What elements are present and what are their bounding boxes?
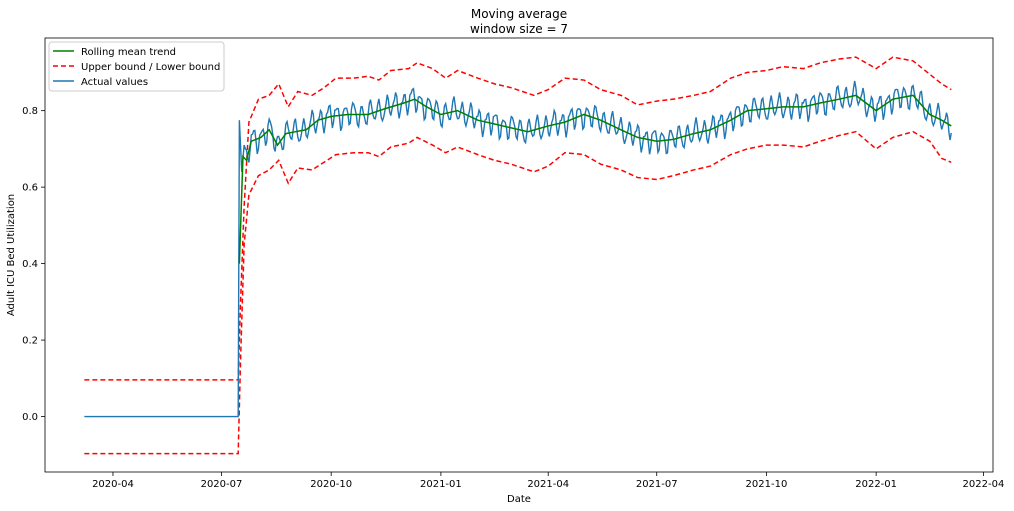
y-tick-label: 0.0 <box>22 412 38 423</box>
legend-box <box>48 41 225 92</box>
chart-subtitle: window size = 7 <box>470 22 568 36</box>
y-axis-label: Adult ICU Bed Utilization <box>6 194 17 316</box>
x-tick-label: 2021-04 <box>527 479 569 490</box>
y-tick-label: 0.6 <box>22 183 38 194</box>
y-tick-label: 0.4 <box>22 259 38 270</box>
x-tick-label: 2020-04 <box>92 479 134 490</box>
chart-title: Moving average <box>471 7 567 21</box>
x-tick-label: 2021-01 <box>420 479 462 490</box>
x-tick-label: 2020-10 <box>310 479 352 490</box>
x-tick-label: 2021-10 <box>746 479 788 490</box>
actual-values-line <box>84 80 952 418</box>
plot-area <box>84 56 952 455</box>
x-axis-label: Date <box>507 494 531 505</box>
rolling-mean-line <box>238 94 952 264</box>
legend-label-actual: Actual values <box>81 77 148 88</box>
upper-bound-line <box>84 56 952 381</box>
y-tick-label: 0.8 <box>22 106 38 117</box>
x-axis-ticks: 2020-04 2020-07 2020-10 2021-01 2021-04 2021-… <box>92 472 1004 490</box>
y-axis-ticks: 0.0 0.2 0.4 0.6 0.8 <box>22 106 45 423</box>
legend-label-bounds: Upper bound / Lower bound <box>81 62 220 73</box>
x-tick-label: 2022-04 <box>963 479 1005 490</box>
x-tick-label: 2022-01 <box>855 479 897 490</box>
legend: Rolling mean trend Upper bound / Lower b… <box>48 41 225 92</box>
x-tick-label: 2020-07 <box>201 479 243 490</box>
y-tick-label: 0.2 <box>22 336 38 347</box>
legend-label-rolling-mean: Rolling mean trend <box>81 47 176 58</box>
lower-bound-line <box>84 130 952 455</box>
axes-frame <box>44 37 994 473</box>
x-tick-label: 2021-07 <box>636 479 678 490</box>
